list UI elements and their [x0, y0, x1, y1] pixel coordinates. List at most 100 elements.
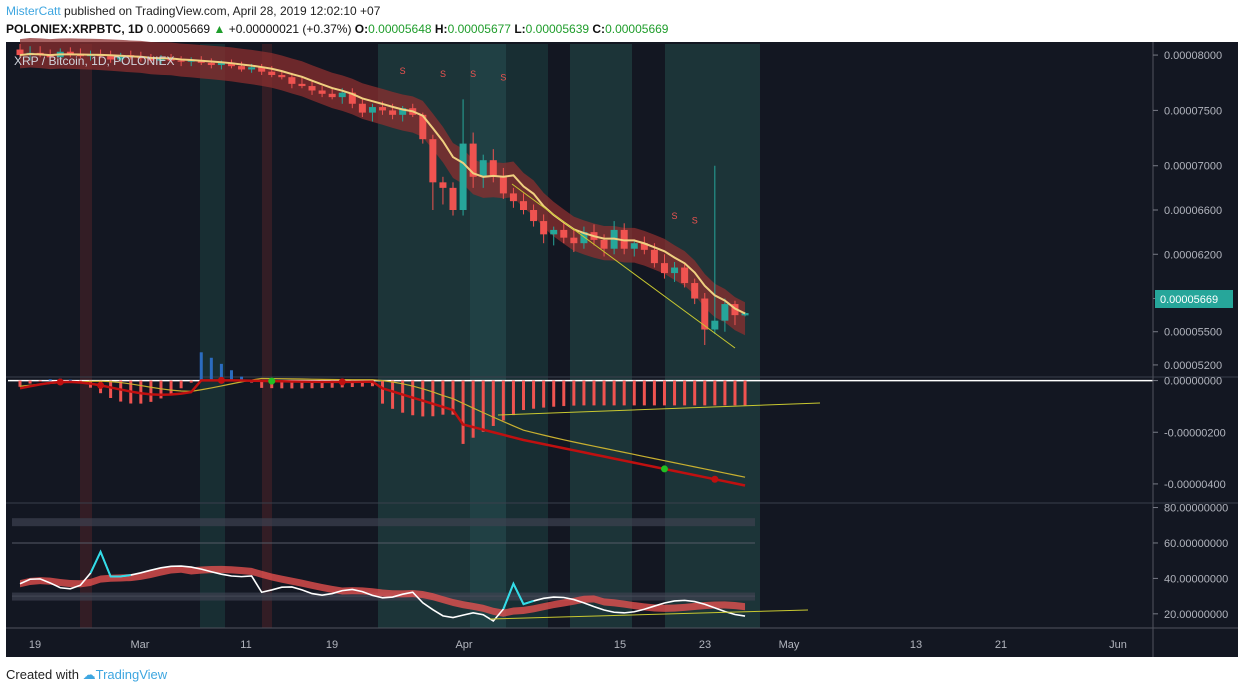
- macd-histogram-bar: [28, 380, 32, 384]
- y-tick-label: 60.00000000: [1164, 538, 1228, 550]
- macd-histogram-bar: [673, 380, 677, 406]
- macd-histogram-bar: [713, 380, 717, 406]
- y-tick-label: 40.00000000: [1164, 573, 1228, 585]
- macd-histogram-bar: [662, 380, 666, 406]
- close-label: C:: [592, 22, 606, 36]
- candle-body: [278, 74, 286, 78]
- macd-histogram-bar: [18, 380, 22, 387]
- candle-body: [227, 62, 235, 67]
- sell-signal-marker: S: [500, 73, 506, 83]
- macd-histogram-bar: [441, 380, 445, 415]
- candles-layer: [16, 44, 749, 346]
- macd-trendline: [497, 402, 821, 416]
- macd-histogram-bar: [401, 380, 405, 413]
- macd-histogram-bar: [703, 380, 707, 406]
- price-badge: 0.00005669: [1160, 294, 1218, 306]
- high-label: H:: [434, 22, 448, 36]
- macd-histogram-bar: [229, 370, 233, 381]
- candle-body: [328, 93, 336, 98]
- macd-histogram-bar: [189, 380, 193, 383]
- macd-cross-dot: [217, 376, 225, 384]
- y-tick-label: 0.00007000: [1164, 161, 1222, 173]
- macd-histogram-bar: [471, 380, 475, 438]
- candle-body: [207, 62, 215, 66]
- macd-histogram-bar: [109, 380, 113, 398]
- candle-body: [509, 193, 517, 202]
- rsi-highlight-line: [502, 581, 534, 610]
- candle-body: [177, 60, 185, 62]
- y-tick-label: 0.00000000: [1164, 376, 1222, 388]
- candle-body: [741, 313, 749, 316]
- low-label: L:: [514, 22, 526, 36]
- candle-body: [248, 67, 256, 70]
- background-band: [570, 44, 632, 628]
- macd-histogram-bar: [290, 380, 294, 389]
- background-bands: [80, 44, 760, 628]
- candle-body: [107, 56, 115, 60]
- y-tick-label: 0.00005200: [1164, 360, 1222, 372]
- candle-body: [550, 229, 558, 235]
- macd-cross-dot: [338, 378, 346, 386]
- macd-histogram-bar: [582, 380, 586, 406]
- macd-histogram-bar: [431, 380, 435, 417]
- macd-histogram-bar: [602, 380, 606, 406]
- author-link[interactable]: MisterCatt: [6, 4, 61, 18]
- ma-cloud-area: [20, 38, 746, 336]
- candle-body: [540, 221, 548, 235]
- macd-histogram-bar: [733, 380, 737, 406]
- pane-title: XRP / Bitcoin, 1D, POLONIEX: [14, 54, 175, 68]
- macd-histogram-bar: [552, 380, 556, 407]
- macd-histogram-bar: [199, 352, 203, 381]
- sell-signal-marker: S: [440, 69, 446, 79]
- x-tick-label: 15: [614, 639, 626, 651]
- candle-body: [379, 107, 387, 111]
- candle-body: [640, 243, 648, 250]
- macd-histogram-bar: [169, 380, 173, 394]
- macd-histogram-bar: [461, 380, 465, 444]
- macd-histogram-bar: [119, 380, 123, 402]
- macd-histogram-bar: [280, 380, 284, 389]
- tradingview-logo-icon: ☁: [82, 667, 96, 682]
- macd-histogram-bar: [652, 380, 656, 406]
- x-tick-label: 23: [699, 639, 711, 651]
- macd-histogram-bar: [68, 379, 72, 381]
- y-tick-label: 0.00006200: [1164, 249, 1222, 261]
- up-triangle-icon: ▲: [213, 22, 226, 36]
- candle-body: [157, 58, 165, 61]
- macd-histogram-bar: [642, 380, 646, 406]
- macd-histogram-bar: [179, 380, 183, 389]
- candle-body: [530, 210, 538, 222]
- candle-body: [167, 58, 175, 61]
- y-tick-label: 0.00006600: [1164, 205, 1222, 217]
- macd-histogram-bar: [612, 380, 616, 406]
- macd-histogram-bar: [219, 363, 223, 381]
- tradingview-brand[interactable]: TradingView: [95, 667, 168, 682]
- candle-body: [16, 49, 24, 56]
- rsi-trendline: [489, 609, 809, 620]
- background-band: [506, 44, 548, 628]
- candle-body: [459, 143, 467, 210]
- candle-body: [137, 57, 145, 59]
- candle-body: [620, 229, 628, 249]
- x-tick-label: May: [779, 639, 800, 651]
- macd-histogram-bar: [260, 380, 264, 388]
- candle-body: [520, 201, 527, 210]
- y-tick-label: 0.00005500: [1164, 327, 1222, 339]
- x-tick-label: 13: [910, 639, 922, 651]
- candle-body: [560, 229, 568, 238]
- macd-histogram-bar: [632, 380, 636, 406]
- last-price: 0.00005669: [146, 22, 211, 36]
- macd-cross-dot: [268, 377, 276, 385]
- sell-signal-marker: S: [400, 66, 406, 76]
- macd-histogram-bar: [491, 380, 495, 426]
- macd-histogram-bar: [370, 380, 374, 387]
- macd-histogram-bar: [572, 380, 576, 406]
- footer: Created with ☁TradingView: [6, 667, 167, 683]
- x-tick-label: 11: [240, 639, 251, 651]
- candle-body: [681, 267, 689, 284]
- rsi-line: [19, 549, 746, 623]
- candle-body: [721, 304, 729, 321]
- background-band: [378, 44, 470, 628]
- macd-histogram-bar: [562, 380, 566, 407]
